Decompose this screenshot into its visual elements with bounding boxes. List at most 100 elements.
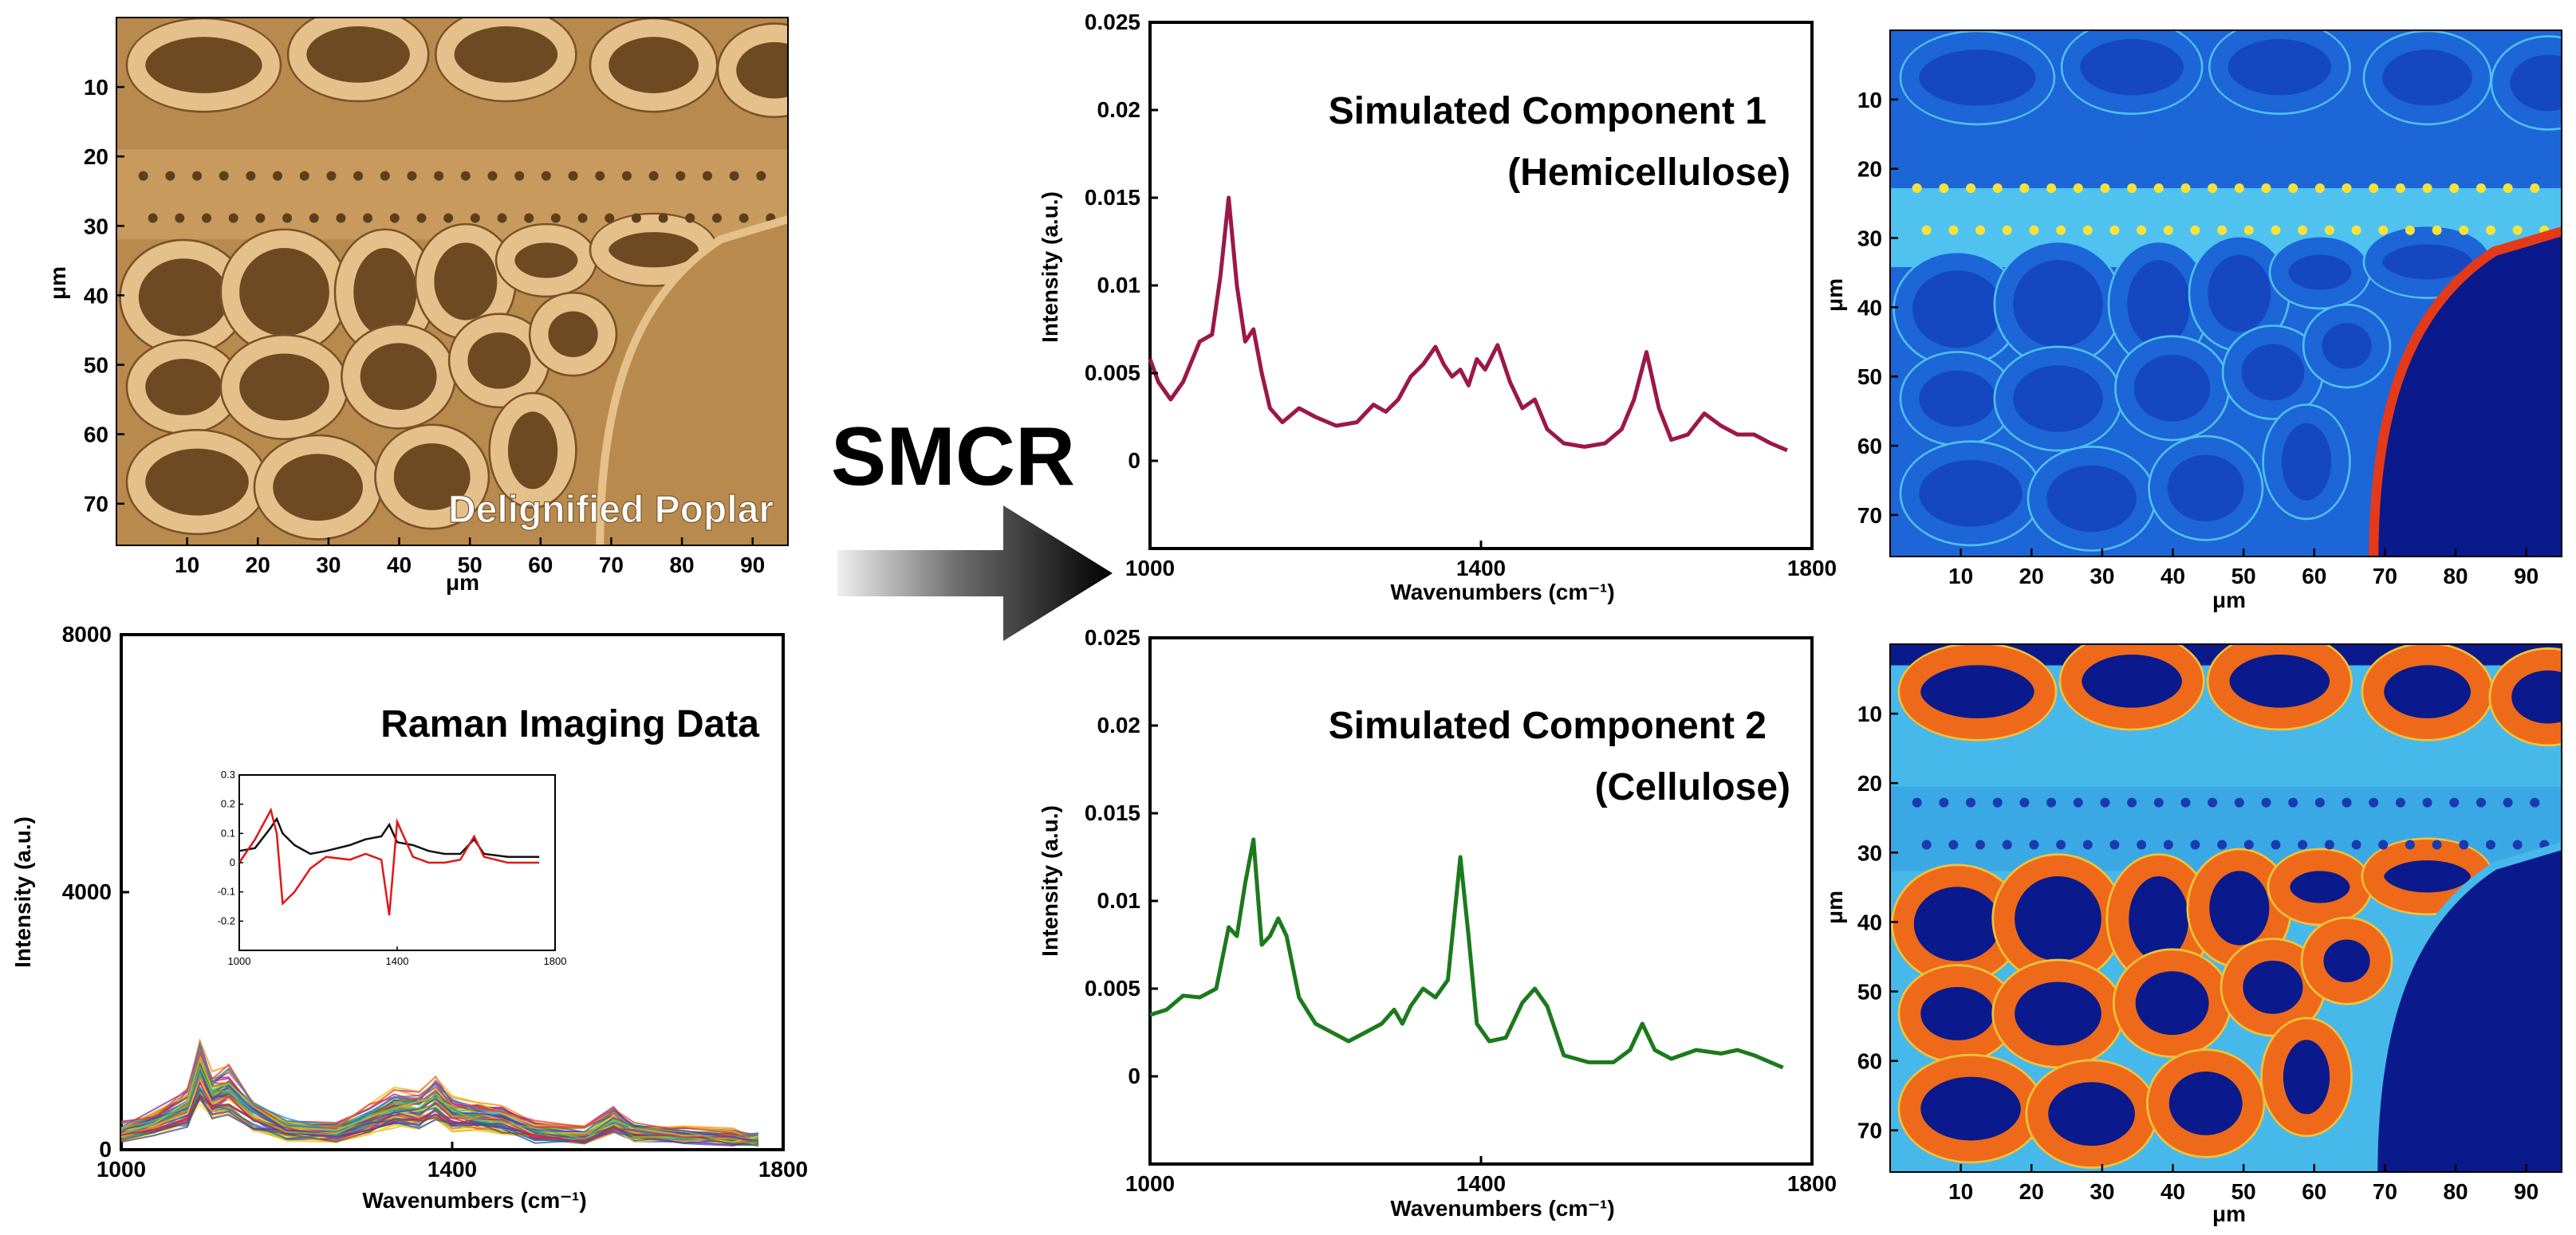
component1-title: Simulated Component 1 [1329, 90, 1767, 132]
y-tick-label: 70 [1857, 1119, 1882, 1143]
cell-wall [2223, 326, 2322, 419]
y-tick-label: 4000 [62, 879, 112, 904]
ray-pit [192, 171, 203, 181]
raman-spectrum-line [120, 1080, 759, 1145]
y-tick-label: 40 [1857, 910, 1882, 934]
ray-pit [2082, 225, 2093, 235]
raman-spectrum-line [120, 1097, 759, 1147]
x-tick-label: 60 [2302, 564, 2326, 588]
ray-pit [2127, 797, 2137, 808]
micrograph-panel: Delignified Poplar 10 20 30 40 50 60 70 80 90 10 2… [45, 17, 789, 595]
ray-pit [363, 213, 373, 223]
cell-wall [1901, 352, 2014, 445]
cell-boundary [2146, 1048, 2266, 1158]
component2-plot-frame [1148, 636, 1814, 1166]
ray-pit [514, 171, 525, 181]
y-tick-label: 0.01 [1097, 273, 1141, 297]
cell-wall [1901, 32, 2054, 124]
ray-pit [631, 213, 641, 223]
cell-boundary [125, 18, 282, 113]
ray-pit [550, 213, 561, 223]
cell-wall [376, 425, 488, 528]
ray-pit [2378, 840, 2389, 850]
x-tick-label: 90 [2514, 1179, 2539, 1204]
y-tick-label: 20 [1857, 771, 1882, 796]
ray-pit [2153, 797, 2164, 808]
x-tick-label: 1800 [1787, 1171, 1837, 1196]
ray-pit [2314, 183, 2325, 193]
x-tick-label: 70 [2373, 1179, 2397, 1204]
x-tick-label: 1000 [97, 1157, 146, 1182]
ray-pit [2432, 225, 2442, 235]
y-tick-label: 60 [84, 423, 108, 447]
ray-pit [2530, 797, 2540, 808]
ray-pit [1992, 183, 2003, 193]
cell-boundary [528, 291, 618, 377]
ray-pit [2163, 225, 2173, 235]
micrograph-xlabel: μm [446, 570, 479, 595]
y-tick-label: 0.015 [1085, 800, 1140, 825]
x-tick-label: 40 [387, 553, 412, 577]
x-tick-label: 1400 [427, 1157, 477, 1182]
component1-ylabel: Intensity (a.u.) [1038, 191, 1062, 343]
ray-pit [2485, 840, 2495, 850]
map1-ylabel: μm [1822, 278, 1847, 312]
smcr-arrow: SMCR [831, 411, 1113, 641]
ray-pit [2369, 797, 2379, 808]
cell-wall [2263, 405, 2350, 518]
ray-pit [2271, 225, 2281, 235]
ray-pit [2395, 183, 2405, 193]
cell-boundary [2206, 644, 2353, 731]
ray-pit [246, 171, 256, 181]
y-tick-label: 0.02 [1097, 713, 1141, 737]
cell-wall [2208, 644, 2351, 729]
y-tick-label: 60 [1857, 434, 1882, 458]
x-tick-label: 20 [246, 553, 270, 577]
ray-pit [2512, 840, 2523, 850]
ray-pit [2217, 840, 2227, 850]
cell-wall [128, 341, 240, 433]
y-tick-label: 30 [1857, 840, 1882, 865]
x-tick-label: 30 [2090, 564, 2114, 588]
cell-wall [1900, 966, 2015, 1061]
cell-boundary [2300, 916, 2393, 1005]
cell-wall [1901, 442, 2040, 545]
y-tick-label: 10 [84, 75, 108, 100]
component1-subtitle: (Hemicellulose) [1507, 151, 1790, 194]
ray-pit [2449, 797, 2460, 808]
y-tick-label: 40 [84, 283, 108, 308]
cell-wall [255, 436, 380, 539]
ray-pit [1912, 183, 1922, 193]
inset-y-tick-label: 0.1 [221, 827, 235, 839]
ray-pit [2046, 797, 2057, 808]
cell-wall [1995, 348, 2121, 450]
ray-pit [577, 213, 588, 223]
process-arrow [837, 505, 1113, 641]
raman-panel: Raman Imaging Data 1000 1400 1800 0 4000 8000… [10, 622, 808, 1213]
ray-pit [2459, 225, 2469, 235]
ray-pit [756, 171, 766, 181]
ray-pit [676, 171, 686, 181]
ray-pit [621, 171, 632, 181]
ray-pit [2082, 840, 2093, 850]
raman-title: Raman Imaging Data [380, 703, 759, 745]
cell-wall [289, 18, 427, 100]
y-tick-label: 0.015 [1085, 185, 1140, 210]
cell-wall [128, 19, 280, 111]
x-tick-label: 20 [2019, 564, 2044, 588]
ray-pit [524, 213, 534, 223]
ray-pit [2261, 183, 2271, 193]
ray-pit [2137, 840, 2147, 850]
ray-pit [273, 171, 283, 181]
raman-spectrum-line [120, 1067, 759, 1142]
x-tick-label: 10 [1948, 564, 1973, 588]
y-tick-label: 0.005 [1085, 360, 1140, 385]
ray-pit [2217, 225, 2227, 235]
component2-title: Simulated Component 2 [1329, 705, 1767, 747]
y-tick-label: 0.02 [1097, 97, 1141, 122]
ray-pit [175, 213, 185, 223]
raman-xlabel: Wavenumbers (cm⁻¹) [362, 1188, 586, 1213]
y-tick-label: 20 [1857, 157, 1882, 182]
cell-wall [2491, 649, 2562, 745]
